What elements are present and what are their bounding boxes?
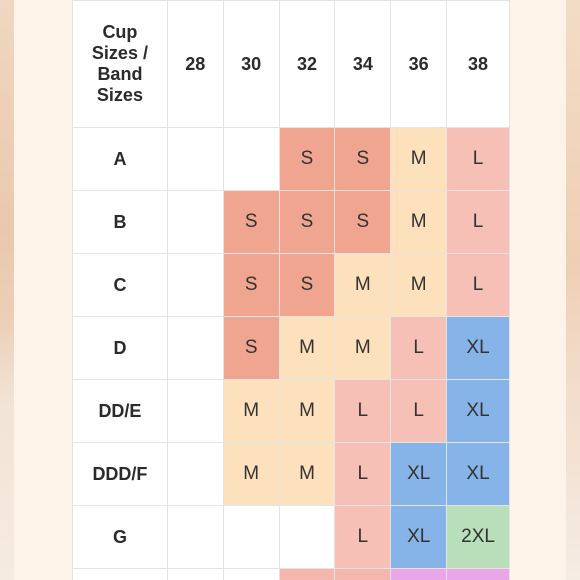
size-cell: XL (446, 316, 510, 380)
band-size-header: 28 (166, 0, 224, 128)
cup-size-label: B (72, 190, 168, 254)
partial-cell (166, 568, 224, 580)
size-cell: M (390, 127, 448, 191)
size-chart-table: Cup Sizes / Band Sizes 28 30 32 34 36 38… (72, 0, 510, 580)
size-cell: M (278, 316, 336, 380)
size-cell: XL (390, 505, 448, 569)
size-cell: S (222, 253, 280, 317)
size-cell: M (334, 316, 392, 380)
partial-cell (446, 568, 510, 580)
size-cell: S (278, 190, 336, 254)
size-cell: L (334, 442, 392, 506)
size-cell: S (222, 190, 280, 254)
cup-size-label: C (72, 253, 168, 317)
size-cell (166, 379, 224, 443)
partial-cell (222, 568, 280, 580)
size-cell: XL (446, 442, 510, 506)
partial-cell (334, 568, 392, 580)
size-cell (166, 505, 224, 569)
cup-size-label: D (72, 316, 168, 380)
size-cell: M (390, 253, 448, 317)
size-cell: M (222, 442, 280, 506)
size-cell: L (446, 127, 510, 191)
cup-size-label: A (72, 127, 168, 191)
size-cell: S (334, 190, 392, 254)
size-cell: S (222, 316, 280, 380)
size-cell: S (278, 127, 336, 191)
size-cell (166, 442, 224, 506)
size-cell (222, 127, 280, 191)
size-cell (166, 190, 224, 254)
corner-label: Cup Sizes / Band Sizes (91, 22, 148, 105)
size-cell (278, 505, 336, 569)
band-size-header: 30 (222, 0, 280, 128)
size-cell: XL (446, 379, 510, 443)
size-cell: M (334, 253, 392, 317)
size-cell: L (446, 190, 510, 254)
band-size-header: 32 (278, 0, 336, 128)
table-row: G L XL 2XL (72, 505, 510, 569)
size-cell (166, 316, 224, 380)
table-row: DDD/F M M L XL XL (72, 442, 510, 506)
band-size-header: 36 (390, 0, 448, 128)
corner-header: Cup Sizes / Band Sizes (72, 0, 168, 128)
partial-cell (278, 568, 336, 580)
header-row: Cup Sizes / Band Sizes 28 30 32 34 36 38 (72, 0, 510, 128)
table-row: D S M M L XL (72, 316, 510, 380)
cup-size-label: DD/E (72, 379, 168, 443)
size-cell: L (334, 379, 392, 443)
cup-size-label: G (72, 505, 168, 569)
size-cell: S (278, 253, 336, 317)
size-cell: M (222, 379, 280, 443)
size-cell: M (278, 442, 336, 506)
band-size-header: 34 (334, 0, 392, 128)
band-size-header: 38 (446, 0, 510, 128)
size-cell: 2XL (446, 505, 510, 569)
table-row-partial (72, 568, 510, 580)
size-cell: XL (390, 442, 448, 506)
size-cell (166, 253, 224, 317)
size-cell: M (278, 379, 336, 443)
size-cell (222, 505, 280, 569)
size-cell: L (390, 379, 448, 443)
size-cell: M (390, 190, 448, 254)
size-cell: L (334, 505, 392, 569)
table-row: DD/E M M L L XL (72, 379, 510, 443)
size-cell: S (334, 127, 392, 191)
cup-size-label: DDD/F (72, 442, 168, 506)
size-cell: L (446, 253, 510, 317)
size-cell (166, 127, 224, 191)
size-cell: L (390, 316, 448, 380)
partial-cell (72, 568, 168, 580)
size-chart-viewport: Cup Sizes / Band Sizes 28 30 32 34 36 38… (72, 0, 510, 580)
partial-cell (390, 568, 448, 580)
